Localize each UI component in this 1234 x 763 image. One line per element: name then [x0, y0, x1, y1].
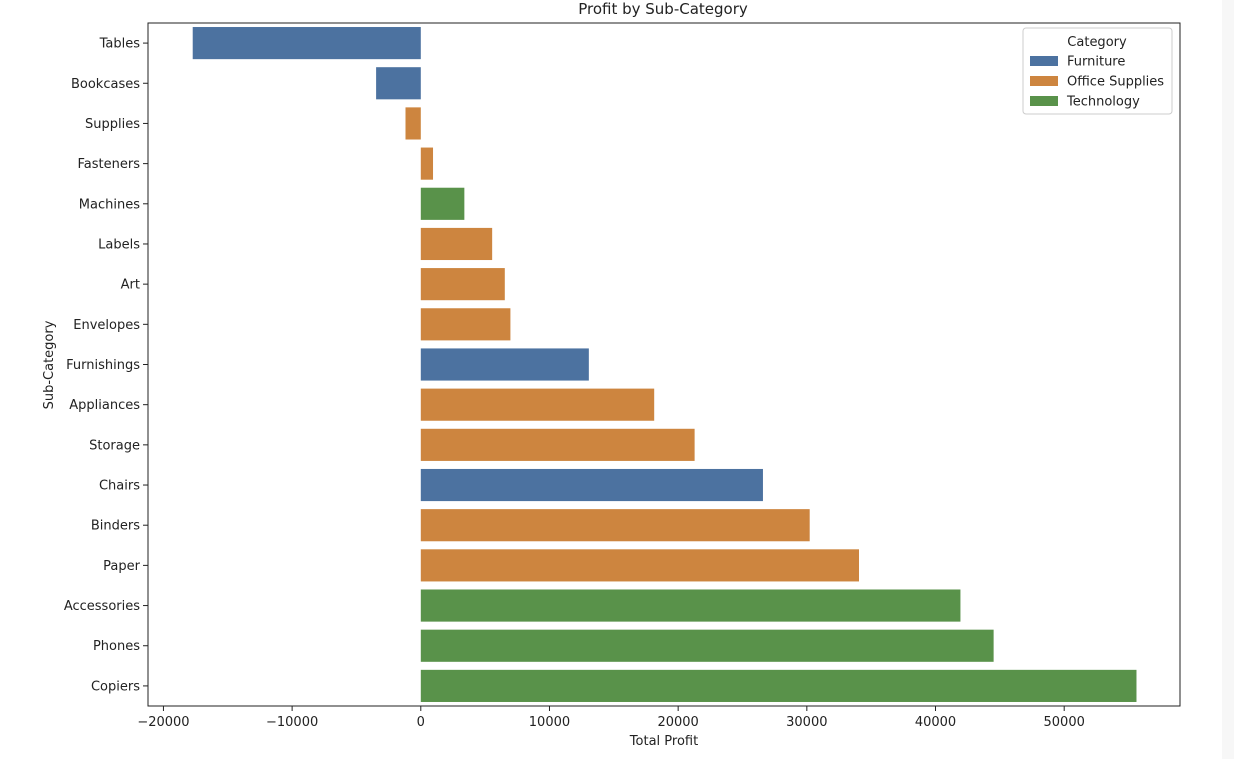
y-tick-label-tables: Tables	[99, 37, 141, 52]
y-tick-label-paper: Paper	[103, 559, 140, 574]
y-tick-label-envelopes: Envelopes	[73, 318, 140, 333]
bars-layer	[192, 27, 1137, 702]
y-axis-label: Sub-Category	[42, 320, 57, 409]
x-tick-label: −10000	[266, 715, 318, 730]
legend-swatch-office-supplies	[1030, 76, 1058, 86]
bar-phones	[420, 629, 994, 662]
bar-accessories	[420, 589, 961, 622]
bar-machines	[420, 187, 465, 220]
x-tick-label: 10000	[529, 715, 570, 730]
legend-entries: Furniture Office Supplies Technology	[1030, 55, 1164, 110]
y-tick-label-phones: Phones	[93, 639, 140, 654]
legend-label-furniture: Furniture	[1067, 55, 1125, 70]
bar-bookcases	[376, 67, 421, 100]
x-axis-label: Total Profit	[629, 734, 698, 749]
bar-labels	[420, 227, 493, 261]
y-tick-label-machines: Machines	[79, 197, 140, 212]
y-tick-label-furnishings: Furnishings	[66, 358, 140, 373]
bar-appliances	[420, 388, 655, 421]
y-tick-label-art: Art	[121, 278, 140, 293]
legend-swatch-furniture	[1030, 56, 1058, 66]
x-tick-label: 50000	[1044, 715, 1085, 730]
bar-fasteners	[420, 147, 434, 180]
bar-envelopes	[420, 308, 511, 341]
chart-title: Profit by Sub-Category	[578, 0, 748, 18]
bar-art	[420, 268, 505, 301]
y-tick-label-supplies: Supplies	[85, 117, 140, 132]
bar-tables	[192, 27, 421, 60]
y-tick-label-bookcases: Bookcases	[71, 77, 140, 92]
y-tick-label-appliances: Appliances	[69, 398, 140, 413]
y-tick-label-chairs: Chairs	[99, 479, 140, 494]
legend-title: Category	[1067, 35, 1127, 50]
y-tick-label-labels: Labels	[98, 237, 140, 252]
y-tick-label-fasteners: Fasteners	[78, 157, 141, 172]
bar-supplies	[405, 107, 421, 140]
x-tick-label: −20000	[137, 715, 189, 730]
y-tick-label-accessories: Accessories	[64, 599, 140, 614]
legend-label-technology: Technology	[1066, 95, 1140, 110]
bar-copiers	[420, 669, 1137, 702]
x-axis-ticks: −20000 −10000 0 10000 20000 30000 40000 50000	[137, 706, 1085, 730]
legend-label-office-supplies: Office Supplies	[1067, 75, 1164, 90]
legend-swatch-technology	[1030, 96, 1058, 106]
legend: Category Furniture Office Supplies Technol…	[1022, 27, 1173, 115]
x-tick-label: 0	[417, 715, 425, 730]
y-tick-label-copiers: Copiers	[91, 679, 140, 694]
y-axis-ticks: Tables Bookcases Supplies Fasteners Machines…	[64, 37, 148, 694]
x-tick-label: 40000	[915, 715, 956, 730]
x-tick-label: 30000	[786, 715, 827, 730]
x-tick-label: 20000	[657, 715, 698, 730]
bar-chairs	[420, 468, 763, 502]
bar-binders	[420, 509, 810, 542]
bar-paper	[420, 549, 859, 582]
bar-furnishings	[420, 348, 589, 381]
bar-storage	[420, 428, 695, 461]
window-edge-strip	[1222, 0, 1234, 759]
legend-box	[1022, 27, 1173, 115]
y-tick-label-binders: Binders	[91, 519, 140, 534]
y-tick-label-storage: Storage	[89, 438, 140, 453]
